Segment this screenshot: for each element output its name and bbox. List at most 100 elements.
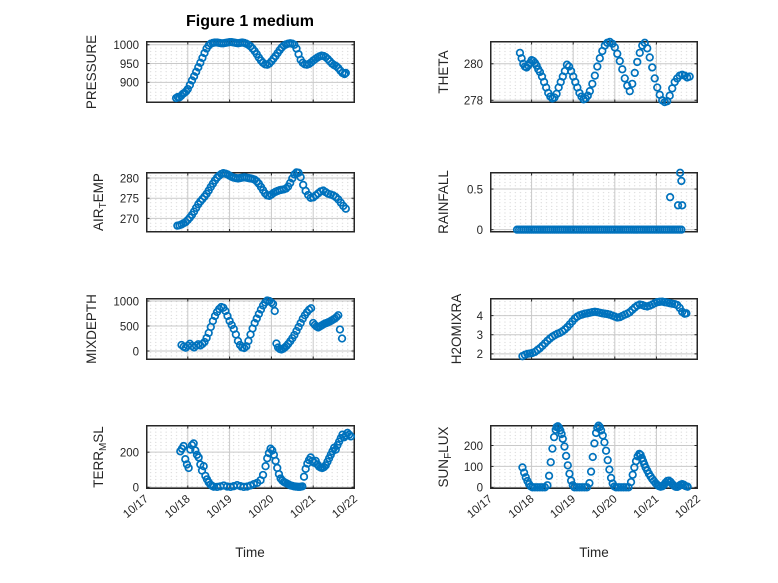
data-point <box>344 429 353 439</box>
data-point <box>227 320 236 330</box>
axes-box <box>490 41 698 103</box>
data-point <box>548 443 557 453</box>
data-point <box>588 79 597 89</box>
data-point <box>291 326 301 336</box>
x-tick-label: 10/17 <box>121 493 151 521</box>
y-axis-label-text: MIXDEPTH <box>84 294 100 364</box>
data-point <box>270 456 280 465</box>
x-tick-label: 10/19 <box>204 493 234 521</box>
subplot-h2omixra: 2 3 4 <box>477 297 698 361</box>
data-point <box>331 312 341 322</box>
data-point <box>178 441 188 450</box>
data-point <box>183 463 193 472</box>
y-axis-label-text: H2OMIXRA <box>449 293 465 365</box>
data-point <box>297 481 306 491</box>
data-point <box>562 60 572 69</box>
data-point <box>262 453 271 462</box>
data-point <box>270 306 279 316</box>
y-tick-label: 200 <box>119 447 138 459</box>
data-point <box>293 322 303 332</box>
data-point <box>341 68 350 78</box>
x-tick-label: 10/22 <box>673 493 703 521</box>
y-tick-label: 0 <box>132 346 138 358</box>
data-point <box>613 49 622 58</box>
y-tick-label: 0 <box>477 225 483 237</box>
data-point <box>337 334 346 343</box>
data-point <box>518 462 527 472</box>
data-point <box>648 63 657 72</box>
data-point <box>665 192 675 201</box>
data-point <box>682 309 691 318</box>
axes-box <box>145 298 355 360</box>
data-point <box>618 65 627 74</box>
y-tick-label: 4 <box>477 311 484 323</box>
data-point <box>191 67 200 76</box>
data-point <box>564 62 574 71</box>
data-point <box>321 53 330 62</box>
data-point <box>590 438 599 448</box>
data-point <box>585 478 594 487</box>
data-point <box>301 464 310 473</box>
data-point <box>596 425 606 435</box>
data-point <box>266 298 276 307</box>
subplot-theta: 278 280 <box>464 37 698 108</box>
data-point <box>643 44 652 53</box>
y-axis-label-sunflux: SUNFLUX <box>436 426 454 487</box>
data-point <box>289 330 299 340</box>
data-point <box>265 444 275 453</box>
data-point <box>254 309 263 319</box>
y-axis-label-subscript: T <box>98 202 110 209</box>
data-point <box>603 455 612 464</box>
data-point <box>645 53 654 62</box>
y-tick-label: 278 <box>464 96 483 108</box>
y-axis-label-text: SUN <box>435 458 451 487</box>
axes-box <box>490 298 698 360</box>
y-axis-label-subscript: F <box>442 452 454 459</box>
subplot-sunflux: 0 100 200 10/17 10/18 10/19 10/20 10/21 10/22 <box>464 420 703 520</box>
data-point <box>258 470 267 479</box>
data-point <box>673 200 683 209</box>
data-point <box>583 91 592 100</box>
data-point <box>565 469 574 478</box>
data-point <box>193 63 202 72</box>
data-point <box>210 311 219 321</box>
y-tick-label: 1000 <box>113 40 139 52</box>
data-point <box>519 468 529 477</box>
y-axis-label-pressure: PRESSURE <box>84 35 102 109</box>
data-point <box>683 482 692 491</box>
x-tick-label: 10/17 <box>465 493 495 521</box>
data-point <box>633 57 642 67</box>
data-point <box>544 471 554 480</box>
subplot-terrmsl: 0 200 10/17 10/18 10/19 10/20 10/21 10/22 <box>119 424 359 520</box>
data-point <box>626 477 636 486</box>
data-point <box>546 457 555 466</box>
data-point <box>535 67 545 77</box>
y-tick-label: 275 <box>119 193 138 205</box>
subplot-airtemp: 270 275 280 <box>119 167 355 232</box>
data-point <box>558 434 567 443</box>
y-axis-label-text: TERR <box>91 450 107 488</box>
y-axis-label-text: THETA <box>435 50 451 94</box>
data-point <box>677 225 686 234</box>
data-point <box>185 80 194 90</box>
data-point <box>197 339 207 349</box>
data-point <box>561 451 571 460</box>
data-point <box>287 173 296 183</box>
x-tick-label: 10/20 <box>246 493 276 521</box>
data-point <box>274 469 283 478</box>
x-tick-label: 10/21 <box>632 493 662 521</box>
y-axis-label-theta: THETA <box>436 50 454 93</box>
data-point <box>590 71 599 80</box>
data-point <box>563 460 572 470</box>
x-tick-label: 10/18 <box>507 493 537 521</box>
x-tick-label: 10/18 <box>162 493 192 521</box>
y-tick-label: 500 <box>119 321 138 333</box>
y-tick-label: 950 <box>119 59 138 71</box>
y-axis-label-text: EMP <box>91 172 107 203</box>
data-point <box>600 437 609 447</box>
data-point <box>635 48 644 58</box>
data-point <box>331 444 340 454</box>
data-point <box>628 79 637 89</box>
data-point <box>181 217 190 226</box>
